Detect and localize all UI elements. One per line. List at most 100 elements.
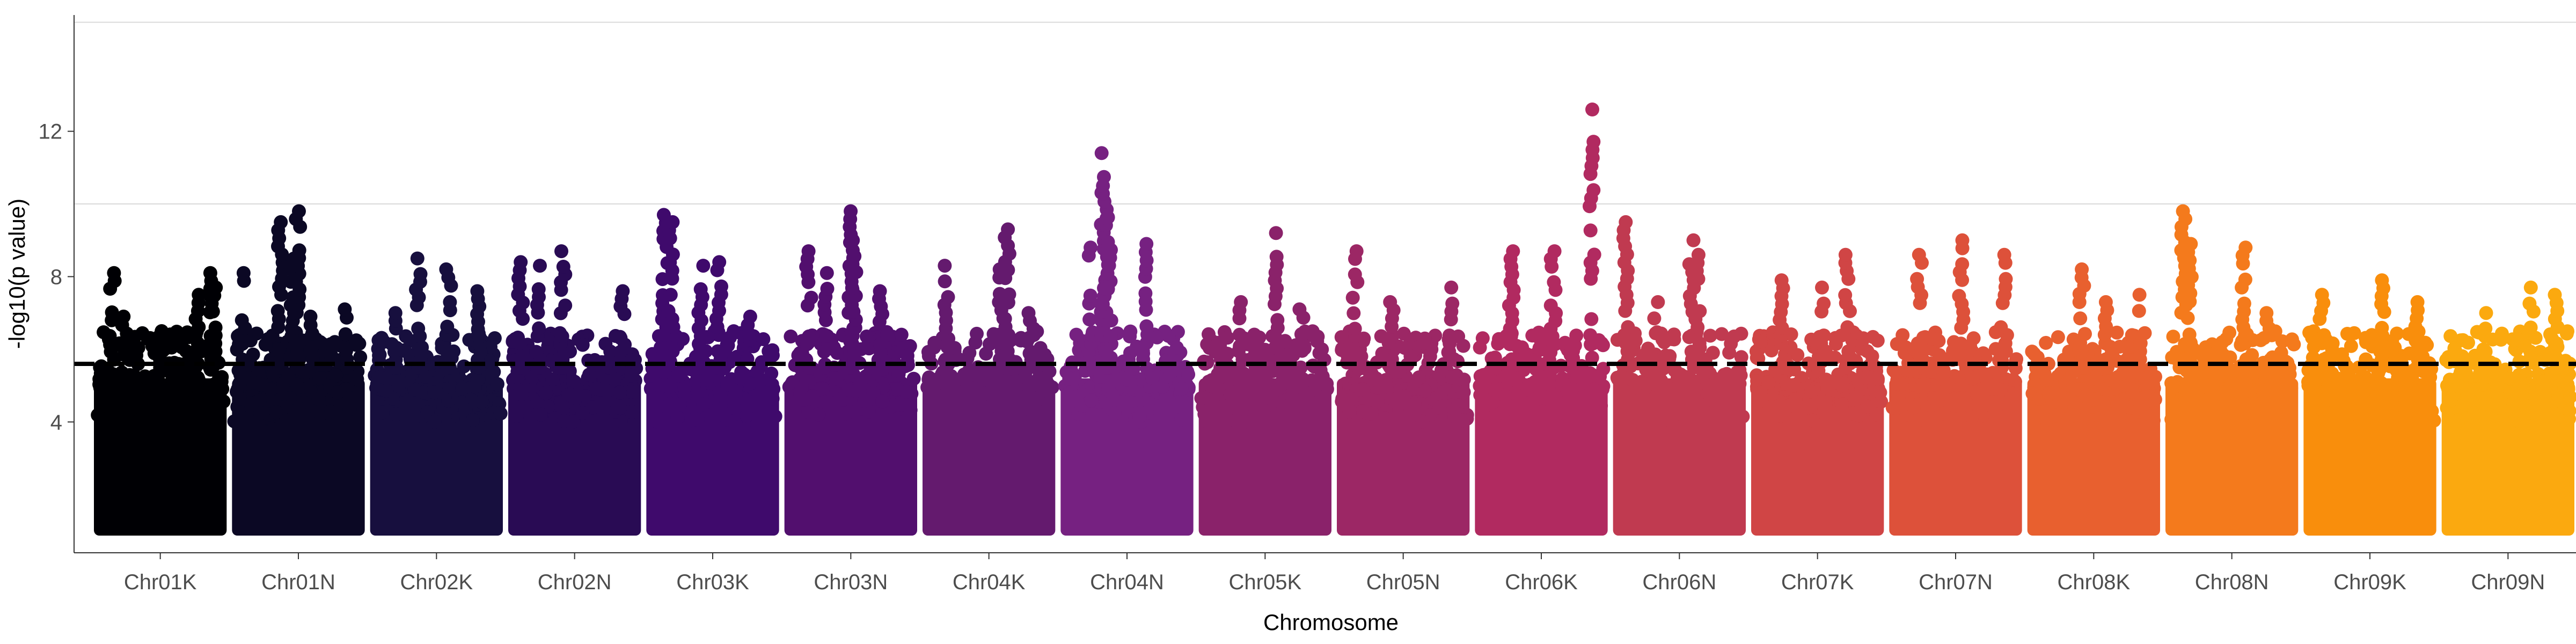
snp-point xyxy=(1583,328,1598,342)
snp-point xyxy=(1953,336,1968,351)
snp-point xyxy=(2146,413,2161,428)
snp-point xyxy=(2182,327,2197,342)
chromosome-points-Chr04K xyxy=(920,222,1059,536)
snp-point xyxy=(670,411,685,425)
snp-point xyxy=(2479,306,2493,320)
snp-point xyxy=(1774,409,1788,423)
snp-point xyxy=(1378,411,1392,426)
snp-point xyxy=(1349,244,1364,259)
snp-point xyxy=(555,329,569,343)
snp-point xyxy=(2401,370,2416,385)
snp-point xyxy=(2116,366,2130,380)
snp-point xyxy=(880,328,894,342)
snp-point xyxy=(1657,335,1672,349)
chromosome-points-Chr06N xyxy=(1610,215,1750,536)
snp-point xyxy=(1122,327,1137,342)
snp-point xyxy=(2075,262,2089,276)
snp-point xyxy=(1418,384,1432,398)
snp-point xyxy=(713,387,728,402)
snp-point xyxy=(2285,332,2299,347)
snp-point xyxy=(1701,364,1715,379)
x-tick-label: Chr04N xyxy=(1090,570,1164,594)
snp-point xyxy=(1252,330,1267,345)
snp-point xyxy=(2256,404,2271,419)
snp-point xyxy=(1852,408,1867,423)
snp-point xyxy=(2199,393,2213,408)
snp-point xyxy=(330,385,345,400)
snp-point xyxy=(107,266,121,280)
snp-point xyxy=(323,404,338,419)
snp-point xyxy=(515,387,529,401)
snp-point xyxy=(1782,399,1796,413)
snp-point xyxy=(2236,408,2250,422)
snp-point xyxy=(174,333,188,347)
snp-point xyxy=(1505,353,1519,367)
snp-point xyxy=(2128,364,2143,379)
snp-point xyxy=(2562,404,2576,418)
snp-point xyxy=(1689,401,1704,416)
snp-point xyxy=(2042,386,2057,401)
snp-point xyxy=(1197,354,1211,369)
snp-point xyxy=(1896,328,1910,342)
snp-point xyxy=(847,249,862,264)
snp-point xyxy=(270,304,285,318)
snp-point xyxy=(1585,350,1599,365)
snp-point xyxy=(1547,413,1562,427)
snp-point xyxy=(796,393,810,407)
snp-point xyxy=(137,404,152,418)
snp-point xyxy=(1445,296,1460,311)
snp-point xyxy=(443,295,457,309)
snp-point xyxy=(845,281,859,295)
snp-point xyxy=(91,408,105,422)
x-tick-label: Chr06K xyxy=(1505,570,1578,594)
snp-point xyxy=(1703,328,1717,343)
y-axis-title: -log10(p value) xyxy=(4,199,30,349)
snp-point xyxy=(957,367,971,382)
snp-point xyxy=(613,385,627,400)
snp-point xyxy=(1487,383,1502,397)
snp-point xyxy=(1564,345,1579,359)
snp-point xyxy=(2388,413,2402,427)
snp-point xyxy=(2523,320,2538,335)
snp-point xyxy=(2306,350,2320,365)
x-tick-label: Chr01N xyxy=(261,570,335,594)
snp-point xyxy=(1155,380,1170,394)
snp-point xyxy=(1408,397,1422,411)
snp-point xyxy=(575,338,590,352)
snp-point xyxy=(1260,411,1275,425)
snp-point xyxy=(998,311,1012,326)
snp-point xyxy=(315,336,330,351)
snp-point xyxy=(388,306,402,320)
snp-point xyxy=(1647,311,1662,326)
snp-point xyxy=(2410,295,2425,309)
snp-point xyxy=(712,255,727,269)
snp-point xyxy=(208,392,222,407)
snp-point xyxy=(1663,349,1677,363)
snp-point xyxy=(1856,331,1870,346)
x-tick-label: Chr01K xyxy=(124,570,197,594)
snp-point xyxy=(1965,371,1980,386)
x-tick-label: Chr09N xyxy=(2471,570,2545,594)
snp-point xyxy=(2343,407,2357,422)
snp-point xyxy=(2315,402,2330,417)
snp-point xyxy=(1029,377,1043,392)
snp-point xyxy=(440,344,455,358)
snp-point xyxy=(1021,306,1036,320)
snp-point xyxy=(784,330,798,343)
snp-point xyxy=(854,374,868,389)
chromosome-points-Chr06K xyxy=(1473,103,1611,536)
snp-point xyxy=(1084,393,1099,408)
snp-point xyxy=(1120,372,1135,387)
snp-point xyxy=(859,330,874,343)
snp-point xyxy=(1925,332,1940,346)
snp-point xyxy=(1841,344,1856,358)
snp-point xyxy=(539,386,553,400)
snp-point xyxy=(1874,394,1889,409)
snp-point xyxy=(862,404,876,419)
snp-point xyxy=(1775,360,1789,375)
snp-point xyxy=(1101,235,1115,249)
snp-point xyxy=(1585,385,1600,399)
snp-point xyxy=(802,329,816,343)
snp-point xyxy=(2073,336,2088,350)
snp-point xyxy=(1543,298,1558,313)
